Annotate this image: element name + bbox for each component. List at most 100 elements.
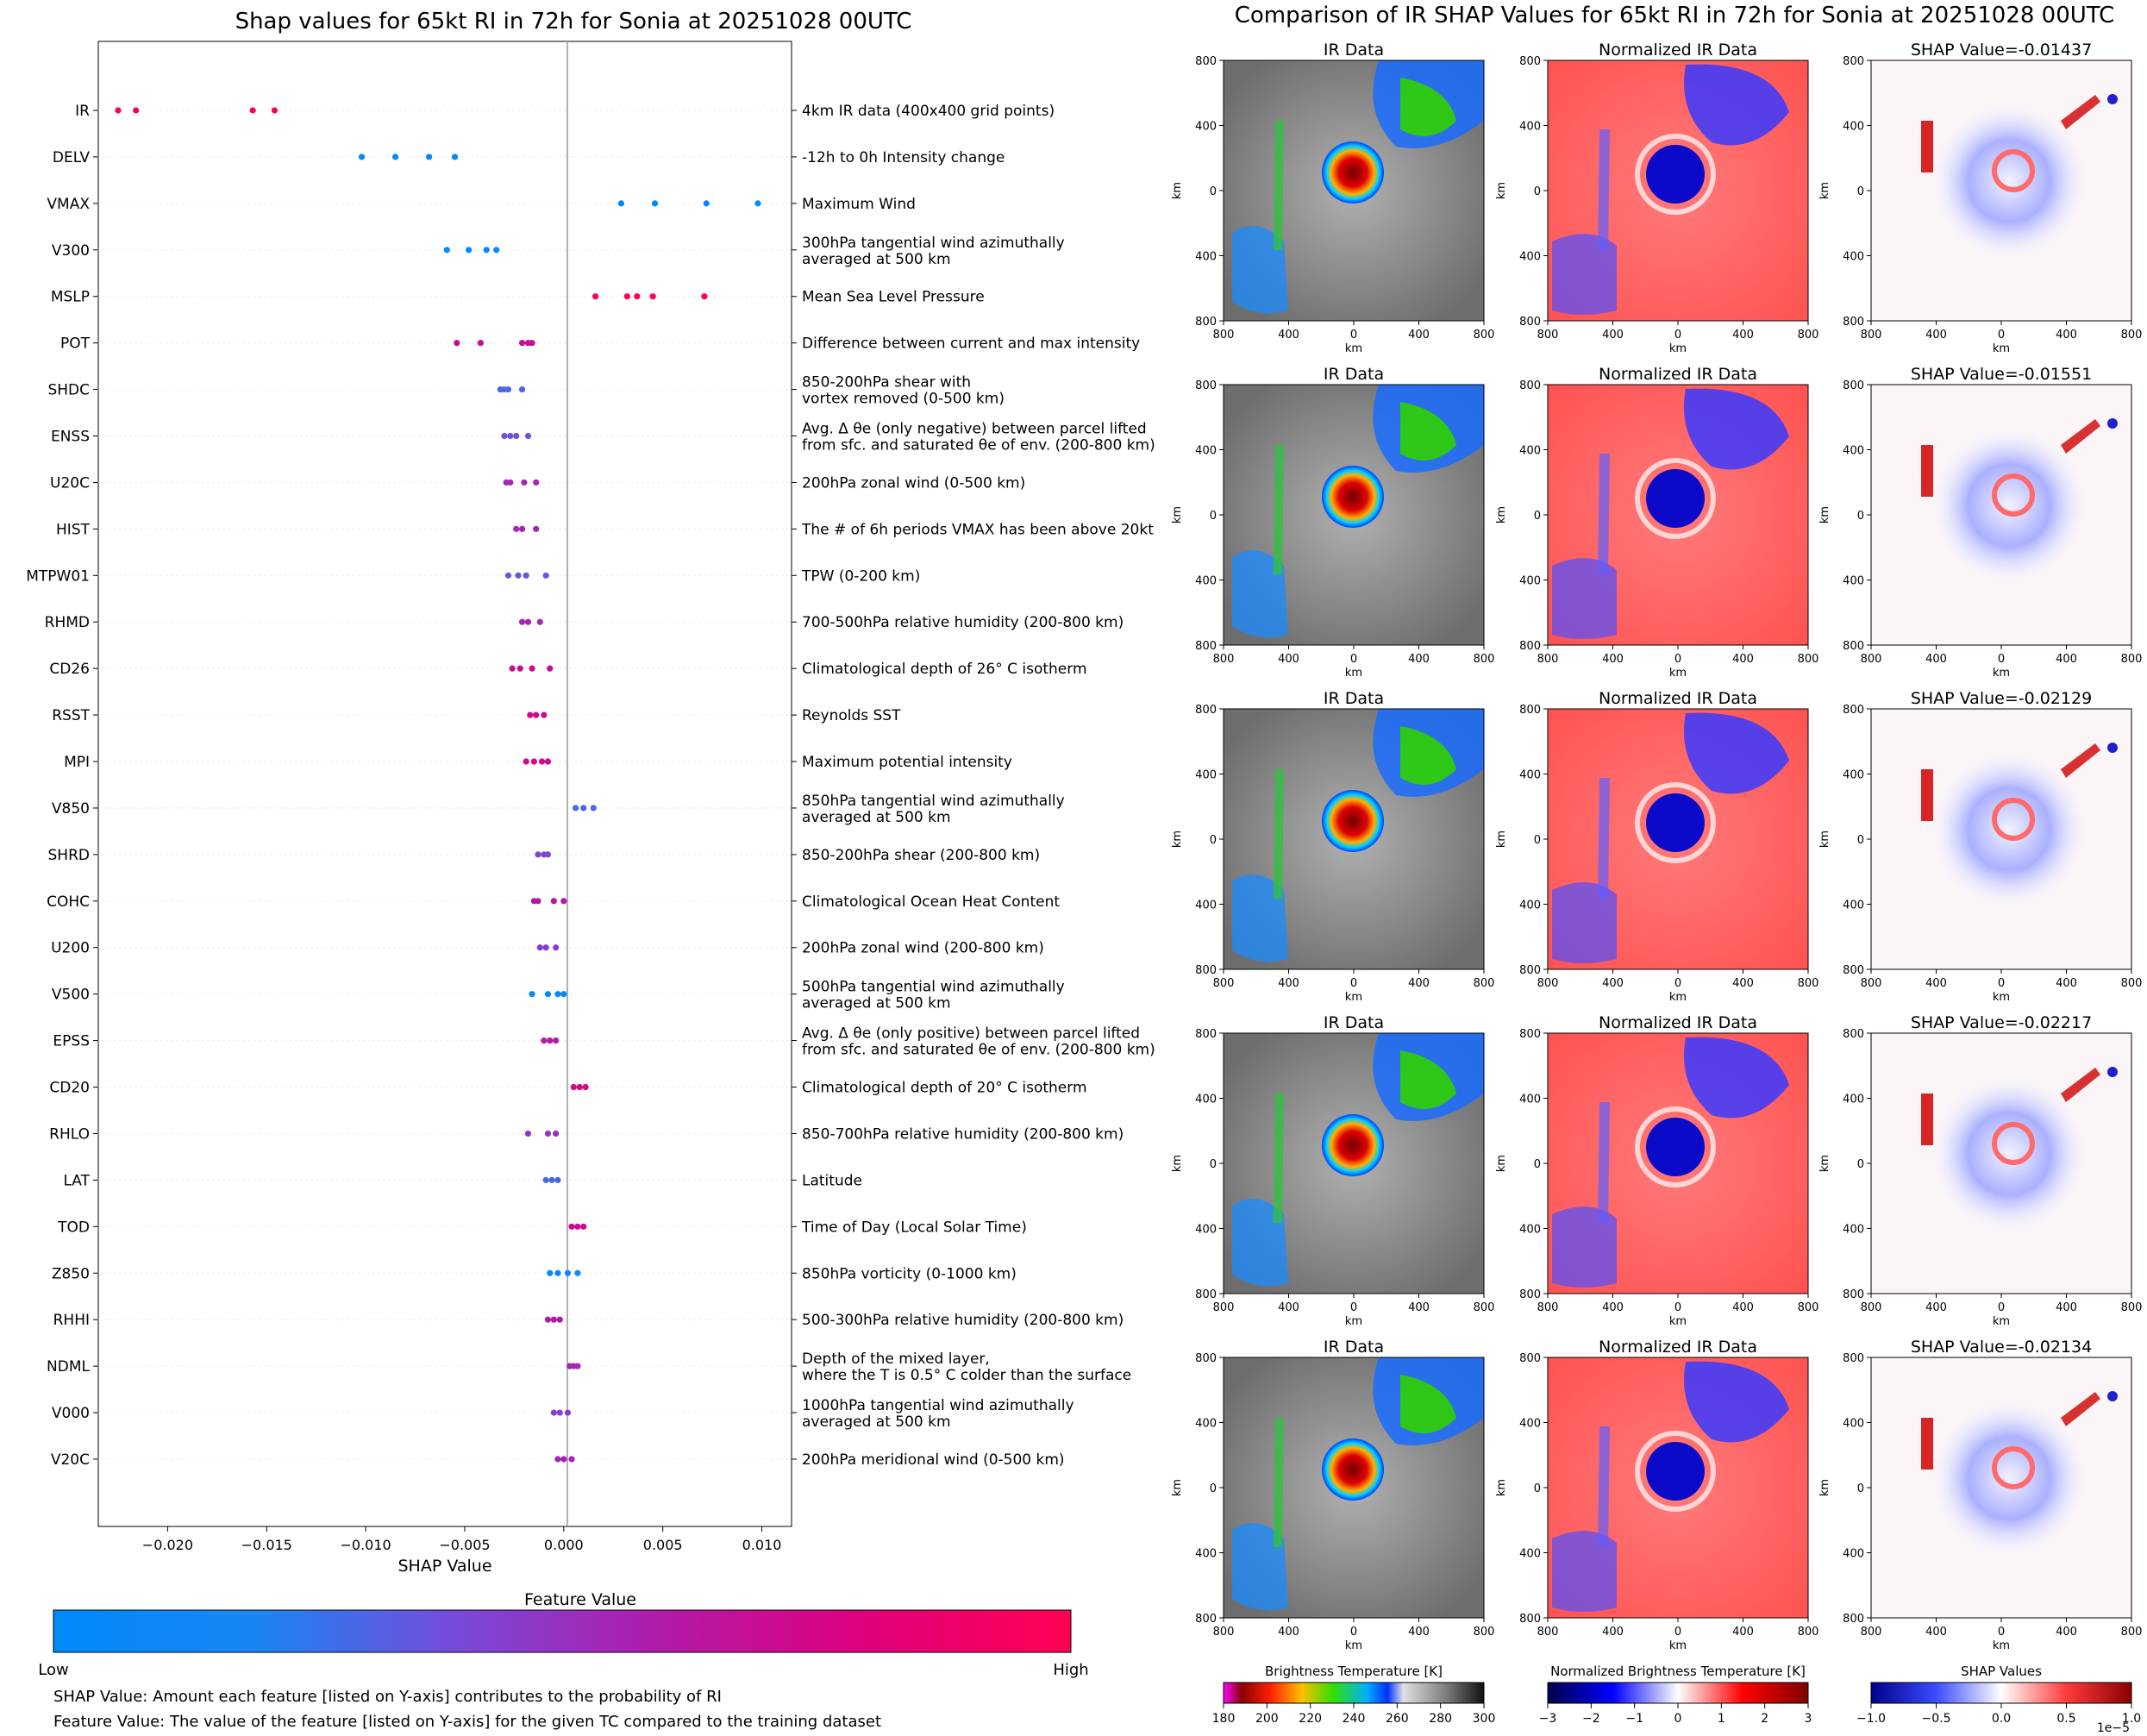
feature-label: MTPW01 [26,567,90,585]
feature-label: NDML [47,1358,90,1376]
norm-cold-cluster [1552,1531,1617,1612]
panel-title: IR Data [1324,689,1384,708]
shap-panel-title: SHAP Value=-0.02217 [1911,1013,2092,1032]
panel-x-tick-label: 400 [2056,329,2077,342]
shap-point [515,572,522,579]
panel-x-tick-label: 800 [1213,329,1235,342]
panel-title: Normalized IR Data [1599,41,1757,60]
shap-positive-band [1921,445,1933,497]
shap-point [426,154,433,160]
feature-description: averaged at 500 km [802,995,951,1012]
shap-point [553,1037,560,1044]
ir-storm-core [1322,790,1384,852]
shap-negative-region [1927,99,2091,263]
shap-point [592,293,599,300]
feature-description: Climatological depth of 20° C isotherm [802,1080,1087,1097]
shap-positive-band [1921,1094,1933,1145]
shap-point [649,293,656,300]
panel-x-tick-label: 800 [1213,1301,1235,1314]
panel-y-tick-label: 0 [1534,1482,1541,1495]
panel-x-tick-label: 800 [1537,329,1559,342]
shap-positive-band [1921,769,1933,821]
panel-y-axis-label: km [1495,830,1508,848]
panel-x-tick-label: 400 [1408,653,1430,666]
ir-rainband [1274,769,1284,899]
ir-rainband [1274,1094,1284,1223]
panel-y-tick-label: 400 [1195,1548,1217,1561]
panel-y-tick-label: 400 [1843,1548,1864,1561]
panel-x-tick-label: 800 [1474,329,1495,342]
shap-point [574,1223,581,1230]
shap-point [544,1130,552,1137]
panel-y-tick-label: 800 [1843,55,1864,68]
feature-label: U200 [51,940,90,957]
ir-convection [1400,726,1456,785]
feature-description: Depth of the mixed layer, [802,1351,990,1368]
left-title: Shap values for 65kt RI in 72h for Sonia… [235,9,912,34]
shap-negative-spot [2107,418,2118,429]
shap-point [547,665,554,672]
norm-cold-band [1684,712,1789,794]
norm-rainband [1598,778,1610,899]
panel-y-tick-label: 0 [1210,185,1217,198]
panel-y-tick-label: 400 [1519,1548,1541,1561]
panel-x-tick-label: 0 [1674,329,1681,342]
shap-point [504,572,512,579]
shap-point [501,432,508,440]
panel-x-axis-label: km [1669,667,1687,680]
shap-point [634,293,641,300]
feature-value-colorbar [53,1609,1072,1653]
panel-y-tick-label: 0 [1210,1158,1217,1171]
feature-description: where the T is 0.5° C colder than the su… [802,1367,1131,1384]
panel-x-tick-label: 800 [1798,329,1819,342]
panel-x-tick-label: 0 [1998,1301,2005,1314]
panel-y-tick-label: 0 [1210,510,1217,523]
feature-label: CD26 [49,661,90,678]
shap-point [548,1176,555,1183]
feature-label: RHHI [53,1312,90,1329]
feature-description: Latitude [802,1172,862,1189]
panel-x-axis-label: km [1345,991,1362,1004]
feature-description: 4km IR data (400x400 grid points) [802,103,1055,120]
feature-description: Maximum Wind [802,196,916,213]
shap-point [477,340,484,347]
panel-x-tick-label: 400 [1732,329,1754,342]
panel-x-tick-label: 400 [1278,653,1299,666]
shap-negative-region [1927,1396,2091,1560]
x-tick-label: 0.010 [742,1537,782,1553]
shap-point [518,525,526,532]
shap-point [507,432,514,440]
panel-x-tick-label: 400 [1925,1626,1947,1639]
feature-description: averaged at 500 km [802,1413,951,1431]
feature-label: DELV [53,149,90,166]
shap-point [542,1176,549,1183]
shap-colorbar-exponent: 1e−5 [2097,1721,2130,1733]
feature-label: TOD [57,1219,90,1236]
shap-positive-streak [2061,743,2100,778]
panel-y-axis-label: km [1495,506,1508,523]
shap-point [574,1363,581,1369]
feature-label: VMAX [47,196,90,213]
panel-x-axis-label: km [1993,1639,2010,1652]
panel-x-tick-label: 400 [1278,329,1299,342]
panel-y-axis-label: km [1495,182,1508,199]
feature-label: RHMD [45,614,90,631]
norm-cold-band [1684,1037,1789,1119]
shap-core-ring [1992,473,2035,517]
feature-description: Reynolds SST [802,707,901,724]
panel-x-tick-label: 800 [1537,1301,1559,1314]
colorbar-tick-label: 0.0 [1992,1712,2011,1726]
shap-core-ring [1992,1122,2035,1165]
bt-colorbar [1223,1682,1485,1704]
panel-y-axis-label: km [1171,182,1184,199]
panel-y-tick-label: 800 [1195,1613,1217,1626]
panel-x-tick-label: 800 [1861,329,1882,342]
norm-storm-core [1646,1118,1705,1176]
x-tick-label: −0.015 [241,1537,292,1553]
note-shap-value: SHAP Value: Amount each feature [listed … [53,1688,722,1706]
